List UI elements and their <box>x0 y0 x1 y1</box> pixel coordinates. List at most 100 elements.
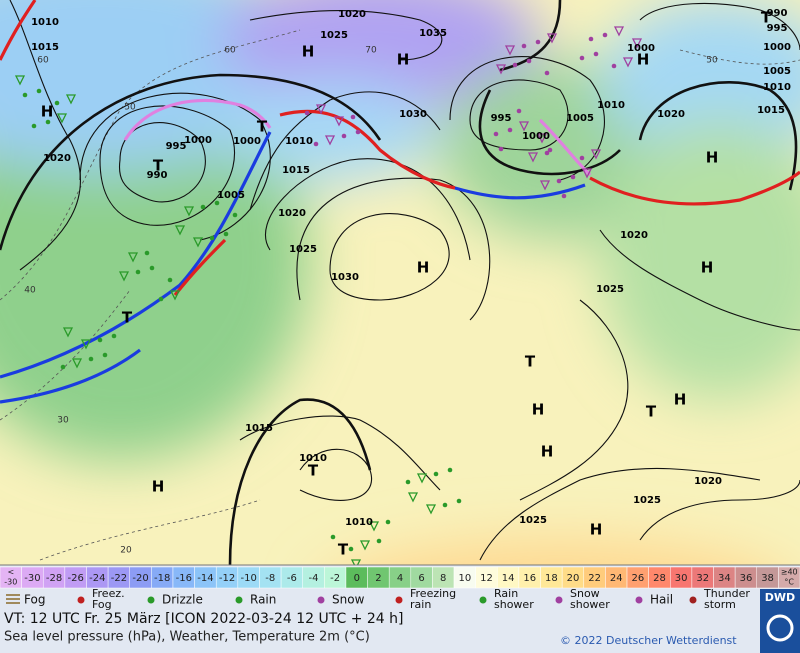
weather-symbol <box>118 271 130 282</box>
weather-symbol <box>304 110 310 116</box>
legend-icon <box>689 596 697 604</box>
scale-label: 14 <box>502 573 515 584</box>
scale-label: -8 <box>265 573 275 584</box>
weather-symbol <box>504 45 516 56</box>
weather-symbol <box>324 135 336 146</box>
scale-label: 22 <box>588 573 601 584</box>
logo-box <box>760 589 800 653</box>
weather-symbol <box>602 32 608 38</box>
legend-label: shower <box>570 598 610 611</box>
legend-icon <box>395 596 403 604</box>
legend-icon <box>479 596 487 604</box>
isobar-label: 1000 <box>233 136 261 147</box>
weather-symbol <box>135 269 141 275</box>
scale-label: -20 <box>132 573 148 584</box>
isobar-label: 1020 <box>694 476 722 487</box>
weather-symbol <box>456 498 462 504</box>
weather-symbol <box>200 204 206 210</box>
copyright: © 2022 Deutscher Wetterdienst <box>560 634 737 647</box>
scale-label: 24 <box>610 573 623 584</box>
isobar-label: 1010 <box>31 17 59 28</box>
weather-symbol <box>544 150 550 156</box>
weather-symbol <box>546 33 558 44</box>
weather-symbol <box>341 133 347 139</box>
weather-symbol <box>376 538 382 544</box>
isobar-label: 1010 <box>597 100 625 111</box>
legend-label: shower <box>494 598 534 611</box>
scale-label: 18 <box>545 573 558 584</box>
weather-symbol <box>350 559 362 565</box>
isobar-label: 1005 <box>566 113 594 124</box>
scale-label: -6 <box>287 573 297 584</box>
isobar-label: 1030 <box>399 109 427 120</box>
scale-label: 2 <box>375 573 381 584</box>
weather-symbol <box>579 55 585 61</box>
weather-symbol <box>97 337 103 343</box>
weather-symbol <box>536 133 548 144</box>
isobar-label: 1005 <box>763 66 791 77</box>
weather-symbol <box>149 265 155 271</box>
weather-symbol <box>315 104 327 115</box>
pressure-center: T <box>761 9 772 27</box>
logo-text: DWD <box>765 591 795 604</box>
weather-symbol <box>544 70 550 76</box>
scale-label: 20 <box>567 573 580 584</box>
weather-symbol <box>313 141 319 147</box>
weather-symbol <box>622 57 634 68</box>
weather-symbol <box>407 492 419 503</box>
scale-label: -16 <box>176 573 192 584</box>
weather-symbol <box>493 131 499 137</box>
valid-time: VT: 12 UTC Fr. 25 März [ICON 2022-03-24 … <box>4 611 403 627</box>
isotherm-label: 60 <box>224 46 236 56</box>
legend-label: Snow <box>332 593 365 607</box>
isobar-label: 995 <box>491 113 512 124</box>
weather-symbol <box>631 38 643 49</box>
scale-label: < <box>7 568 14 577</box>
scale-label: -22 <box>111 573 127 584</box>
weather-symbol <box>223 231 229 237</box>
isobar-label: 1025 <box>596 284 624 295</box>
weather-symbol <box>359 540 371 551</box>
weather-symbol <box>209 235 215 241</box>
weather-symbol <box>355 129 361 135</box>
legend-label: storm <box>704 598 736 611</box>
weather-symbol <box>433 471 439 477</box>
weather-symbol <box>62 327 74 338</box>
isotherm-label: 50 <box>124 103 136 113</box>
isotherm-label: 60 <box>37 56 49 66</box>
isobar-label: 1025 <box>320 30 348 41</box>
weather-symbol <box>556 178 562 184</box>
isobar-label: 1010 <box>763 82 791 93</box>
isobar-label: 1020 <box>278 208 306 219</box>
scale-label: -10 <box>240 573 256 584</box>
weather-symbol <box>495 64 507 75</box>
weather-symbol <box>547 147 553 153</box>
scale-label: 4 <box>397 573 403 584</box>
weather-symbol <box>232 212 238 218</box>
legend-label: Drizzle <box>162 593 203 607</box>
pressure-center: H <box>152 478 165 496</box>
weather-symbol <box>561 193 567 199</box>
scale-label: 10 <box>458 573 471 584</box>
pressure-center: H <box>701 259 714 277</box>
scale-label: 30 <box>675 573 688 584</box>
scale-label: -30 <box>4 578 17 587</box>
legend-label: Freez. <box>92 587 125 600</box>
weather-symbol <box>593 51 599 57</box>
weather-symbol <box>158 296 164 302</box>
pressure-center: H <box>302 43 315 61</box>
weather-symbol <box>416 473 428 484</box>
scale-label: 36 <box>740 573 753 584</box>
pressure-center: H <box>41 103 54 121</box>
pressure-center: T <box>646 403 657 421</box>
isobar-label: 1025 <box>633 495 661 506</box>
weather-symbol <box>526 58 532 64</box>
weather-symbol <box>527 152 539 163</box>
weather-symbol <box>385 519 391 525</box>
isobar-label: 1020 <box>620 230 648 241</box>
isobar-label: 1000 <box>522 131 550 142</box>
legend-icon <box>147 596 155 604</box>
isobar-label: 1020 <box>338 9 366 20</box>
